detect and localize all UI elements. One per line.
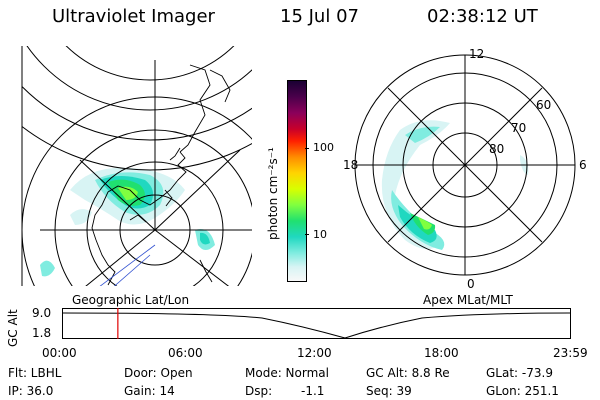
info-door: Door: Open	[124, 366, 193, 380]
info-glon: GLon: 251.1	[486, 384, 559, 398]
longitude-lines	[40, 60, 252, 286]
polar-aurora-emission	[381, 120, 529, 250]
altitude-xtick-1200: 12:00	[297, 346, 332, 360]
polar-grid	[354, 54, 576, 276]
colorbar-label: photon cm⁻²s⁻¹	[266, 147, 280, 240]
lat-label-80: 80	[489, 142, 505, 156]
mlt-label-12: 12	[469, 47, 485, 61]
mlt-label-6: 6	[579, 158, 587, 172]
info-gain: Gain: 14	[124, 384, 175, 398]
date-label: 15 Jul 07	[280, 6, 359, 27]
app-title: Ultraviolet Imager	[52, 6, 215, 27]
info-dsp-value: -1.1	[301, 384, 325, 398]
time-label: 02:38:12 UT	[427, 6, 538, 27]
lat-label-60: 60	[536, 98, 552, 112]
altitude-xtick-1800: 18:00	[424, 346, 459, 360]
lat-label-70: 70	[511, 121, 527, 135]
geographic-map	[21, 46, 252, 286]
coastline	[91, 64, 231, 286]
polar-map-label: Apex MLat/MLT	[423, 293, 513, 307]
altitude-xtick-0600: 06:00	[168, 346, 203, 360]
polar-map	[354, 54, 576, 276]
altitude-curve	[62, 312, 571, 339]
info-ip: IP: 36.0	[8, 384, 54, 398]
info-mode: Mode: Normal	[245, 366, 329, 380]
mlt-label-18: 18	[343, 158, 359, 172]
geo-map-label: Geographic Lat/Lon	[72, 293, 190, 307]
info-seq: Seq: 39	[366, 384, 412, 398]
info-dsp-label: Dsp:	[245, 384, 273, 398]
info-gcalt: GC Alt: 8.8 Re	[366, 366, 450, 380]
altitude-ytick-high: 9.0	[32, 306, 52, 320]
altitude-plot	[62, 308, 571, 339]
altitude-xtick-0000: 00:00	[42, 346, 77, 360]
colorbar	[287, 80, 307, 282]
altitude-ylabel: GC Alt	[6, 309, 20, 347]
info-glat: GLat: -73.9	[486, 366, 553, 380]
mlt-label-0: 0	[467, 277, 475, 291]
altitude-ytick-low: 1.8	[32, 326, 52, 340]
colorbar-tick-10: 10	[313, 228, 327, 241]
altitude-xtick-2359: 23:59	[553, 346, 588, 360]
info-flt: Flt: LBHL	[8, 366, 62, 380]
colorbar-tick-100: 100	[313, 141, 334, 154]
